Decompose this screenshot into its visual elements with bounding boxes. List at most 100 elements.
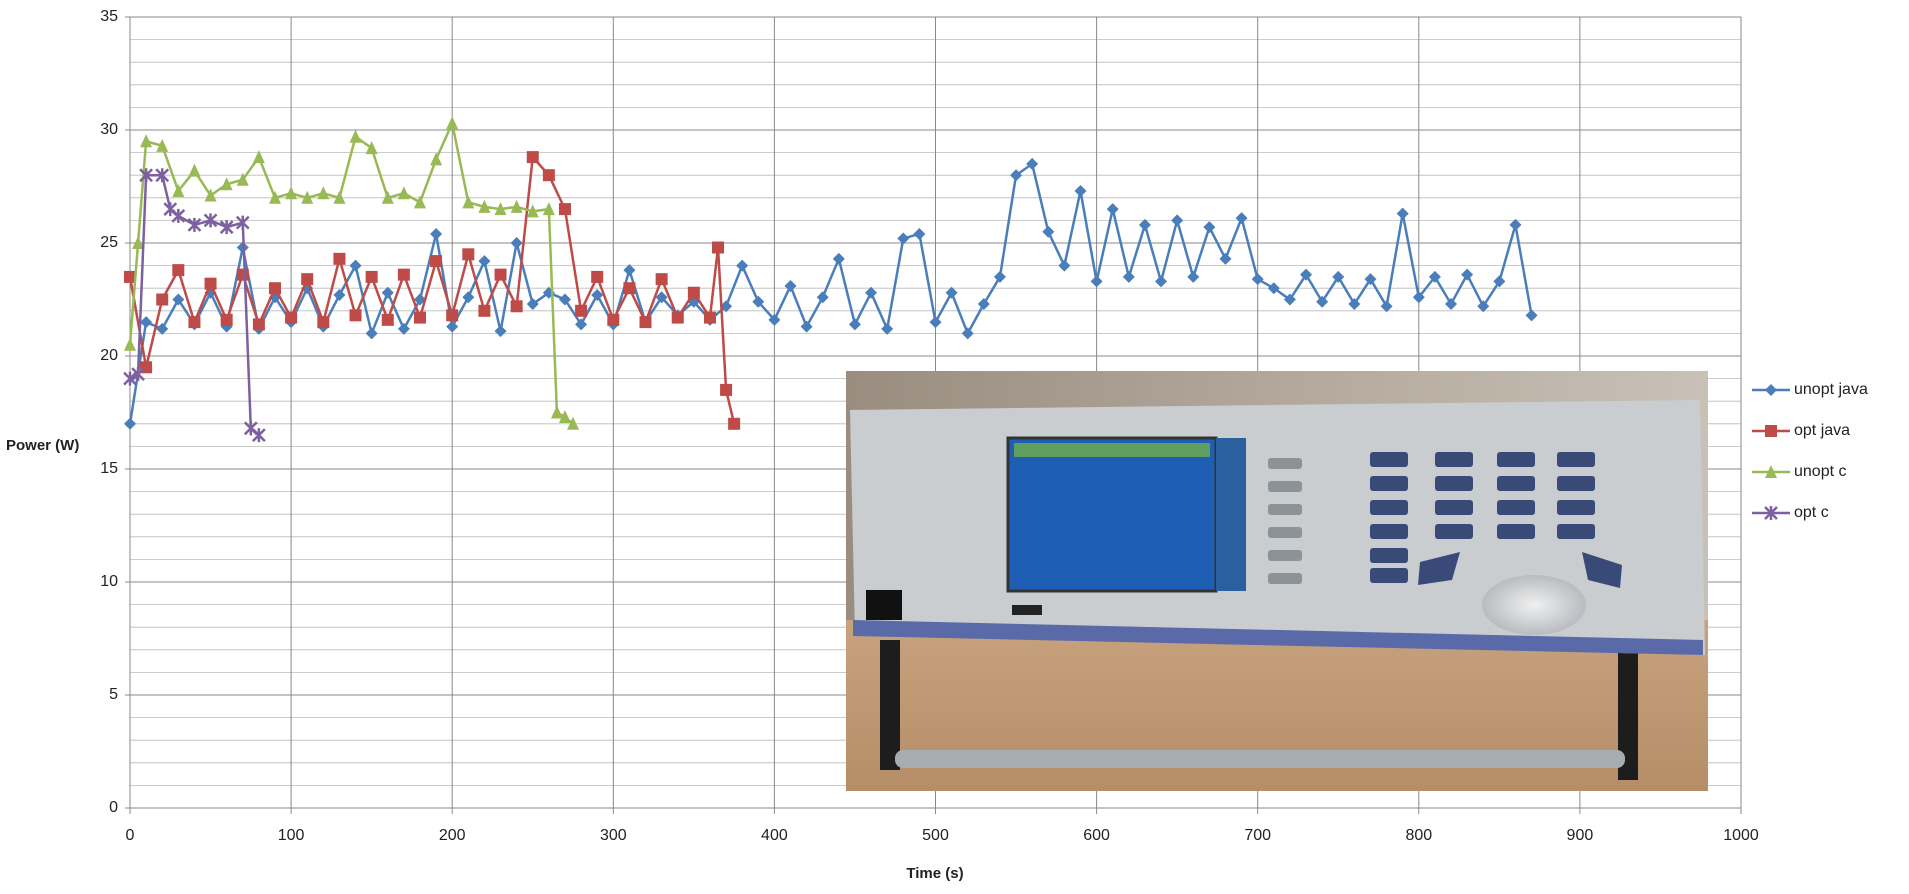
marker: [285, 186, 297, 199]
y-tick-label: 10: [100, 573, 118, 590]
marker: [688, 287, 700, 299]
marker: [1107, 203, 1119, 215]
photo-stand: [880, 640, 900, 770]
marker: [551, 406, 563, 419]
marker: [930, 316, 942, 328]
marker: [253, 428, 265, 442]
marker: [269, 282, 281, 294]
marker: [833, 253, 845, 265]
marker: [1236, 212, 1248, 224]
marker: [511, 300, 523, 312]
marker: [527, 151, 539, 163]
marker: [462, 195, 474, 208]
marker: [728, 418, 740, 430]
marker: [736, 260, 748, 272]
y-tick-label: 20: [100, 347, 118, 364]
x-tick-label: 600: [1083, 827, 1110, 844]
marker: [1461, 269, 1473, 281]
marker: [913, 228, 925, 240]
x-tick-label: 100: [278, 827, 305, 844]
photo-handle: [895, 750, 1625, 768]
marker: [640, 316, 652, 328]
marker: [317, 316, 329, 328]
marker: [623, 282, 635, 294]
legend-label: unopt c: [1794, 463, 1846, 480]
marker: [1155, 275, 1167, 287]
marker: [366, 271, 378, 283]
photo-knob: [1482, 575, 1586, 635]
marker: [1252, 273, 1264, 285]
x-tick-label: 700: [1244, 827, 1271, 844]
marker: [366, 327, 378, 339]
marker: [720, 384, 732, 396]
marker: [414, 312, 426, 324]
marker: [414, 195, 426, 208]
marker: [994, 271, 1006, 283]
marker: [1058, 260, 1070, 272]
marker: [188, 164, 200, 177]
marker: [253, 150, 265, 163]
marker: [350, 309, 362, 321]
y-tick-label: 0: [109, 799, 118, 816]
marker: [446, 321, 458, 333]
marker: [462, 291, 474, 303]
marker: [285, 312, 297, 324]
y-tick-label: 35: [100, 8, 118, 25]
marker: [817, 291, 829, 303]
marker: [253, 318, 265, 330]
x-tick-label: 200: [439, 827, 466, 844]
series-line: [130, 175, 259, 435]
marker: [462, 248, 474, 260]
marker: [656, 273, 668, 285]
marker: [1397, 208, 1409, 220]
marker: [1171, 214, 1183, 226]
x-tick-label: 0: [126, 827, 135, 844]
inset-photo: [846, 371, 1708, 791]
marker: [1765, 425, 1777, 437]
marker: [124, 338, 136, 351]
marker: [188, 316, 200, 328]
marker: [478, 305, 490, 317]
marker: [801, 321, 813, 333]
x-tick-label: 800: [1405, 827, 1432, 844]
marker: [333, 253, 345, 265]
marker: [430, 255, 442, 267]
marker: [172, 209, 184, 223]
photo-screen-bar: [1014, 443, 1210, 457]
photo-screen: [1008, 438, 1216, 591]
legend: unopt java opt java unopt c opt c: [1752, 381, 1868, 521]
marker: [430, 228, 442, 240]
marker: [672, 312, 684, 324]
marker: [350, 260, 362, 272]
y-tick-label: 5: [109, 686, 118, 703]
marker: [317, 186, 329, 199]
marker: [333, 289, 345, 301]
marker: [978, 298, 990, 310]
legend-label: opt java: [1794, 422, 1850, 439]
photo-port: [1012, 605, 1042, 615]
marker: [301, 273, 313, 285]
x-tick-label: 400: [761, 827, 788, 844]
legend-label: unopt java: [1794, 381, 1868, 398]
marker: [221, 314, 233, 326]
marker: [1074, 185, 1086, 197]
marker: [607, 314, 619, 326]
legend-label: opt c: [1794, 504, 1829, 521]
marker: [849, 318, 861, 330]
photo-softkeys: [1216, 438, 1246, 591]
x-tick-label: 900: [1567, 827, 1594, 844]
marker: [350, 130, 362, 143]
photo-power-switch: [866, 590, 902, 620]
marker: [446, 116, 458, 129]
page: {"chart_data": {"type": "line", "x_label…: [0, 0, 1909, 894]
marker: [559, 203, 571, 215]
marker: [704, 312, 716, 324]
marker: [446, 309, 458, 321]
marker: [1042, 226, 1054, 238]
x-tick-label: 1000: [1723, 827, 1759, 844]
marker: [430, 152, 442, 165]
marker: [712, 242, 724, 254]
x-tick-label: 500: [922, 827, 949, 844]
marker: [591, 271, 603, 283]
marker: [398, 269, 410, 281]
